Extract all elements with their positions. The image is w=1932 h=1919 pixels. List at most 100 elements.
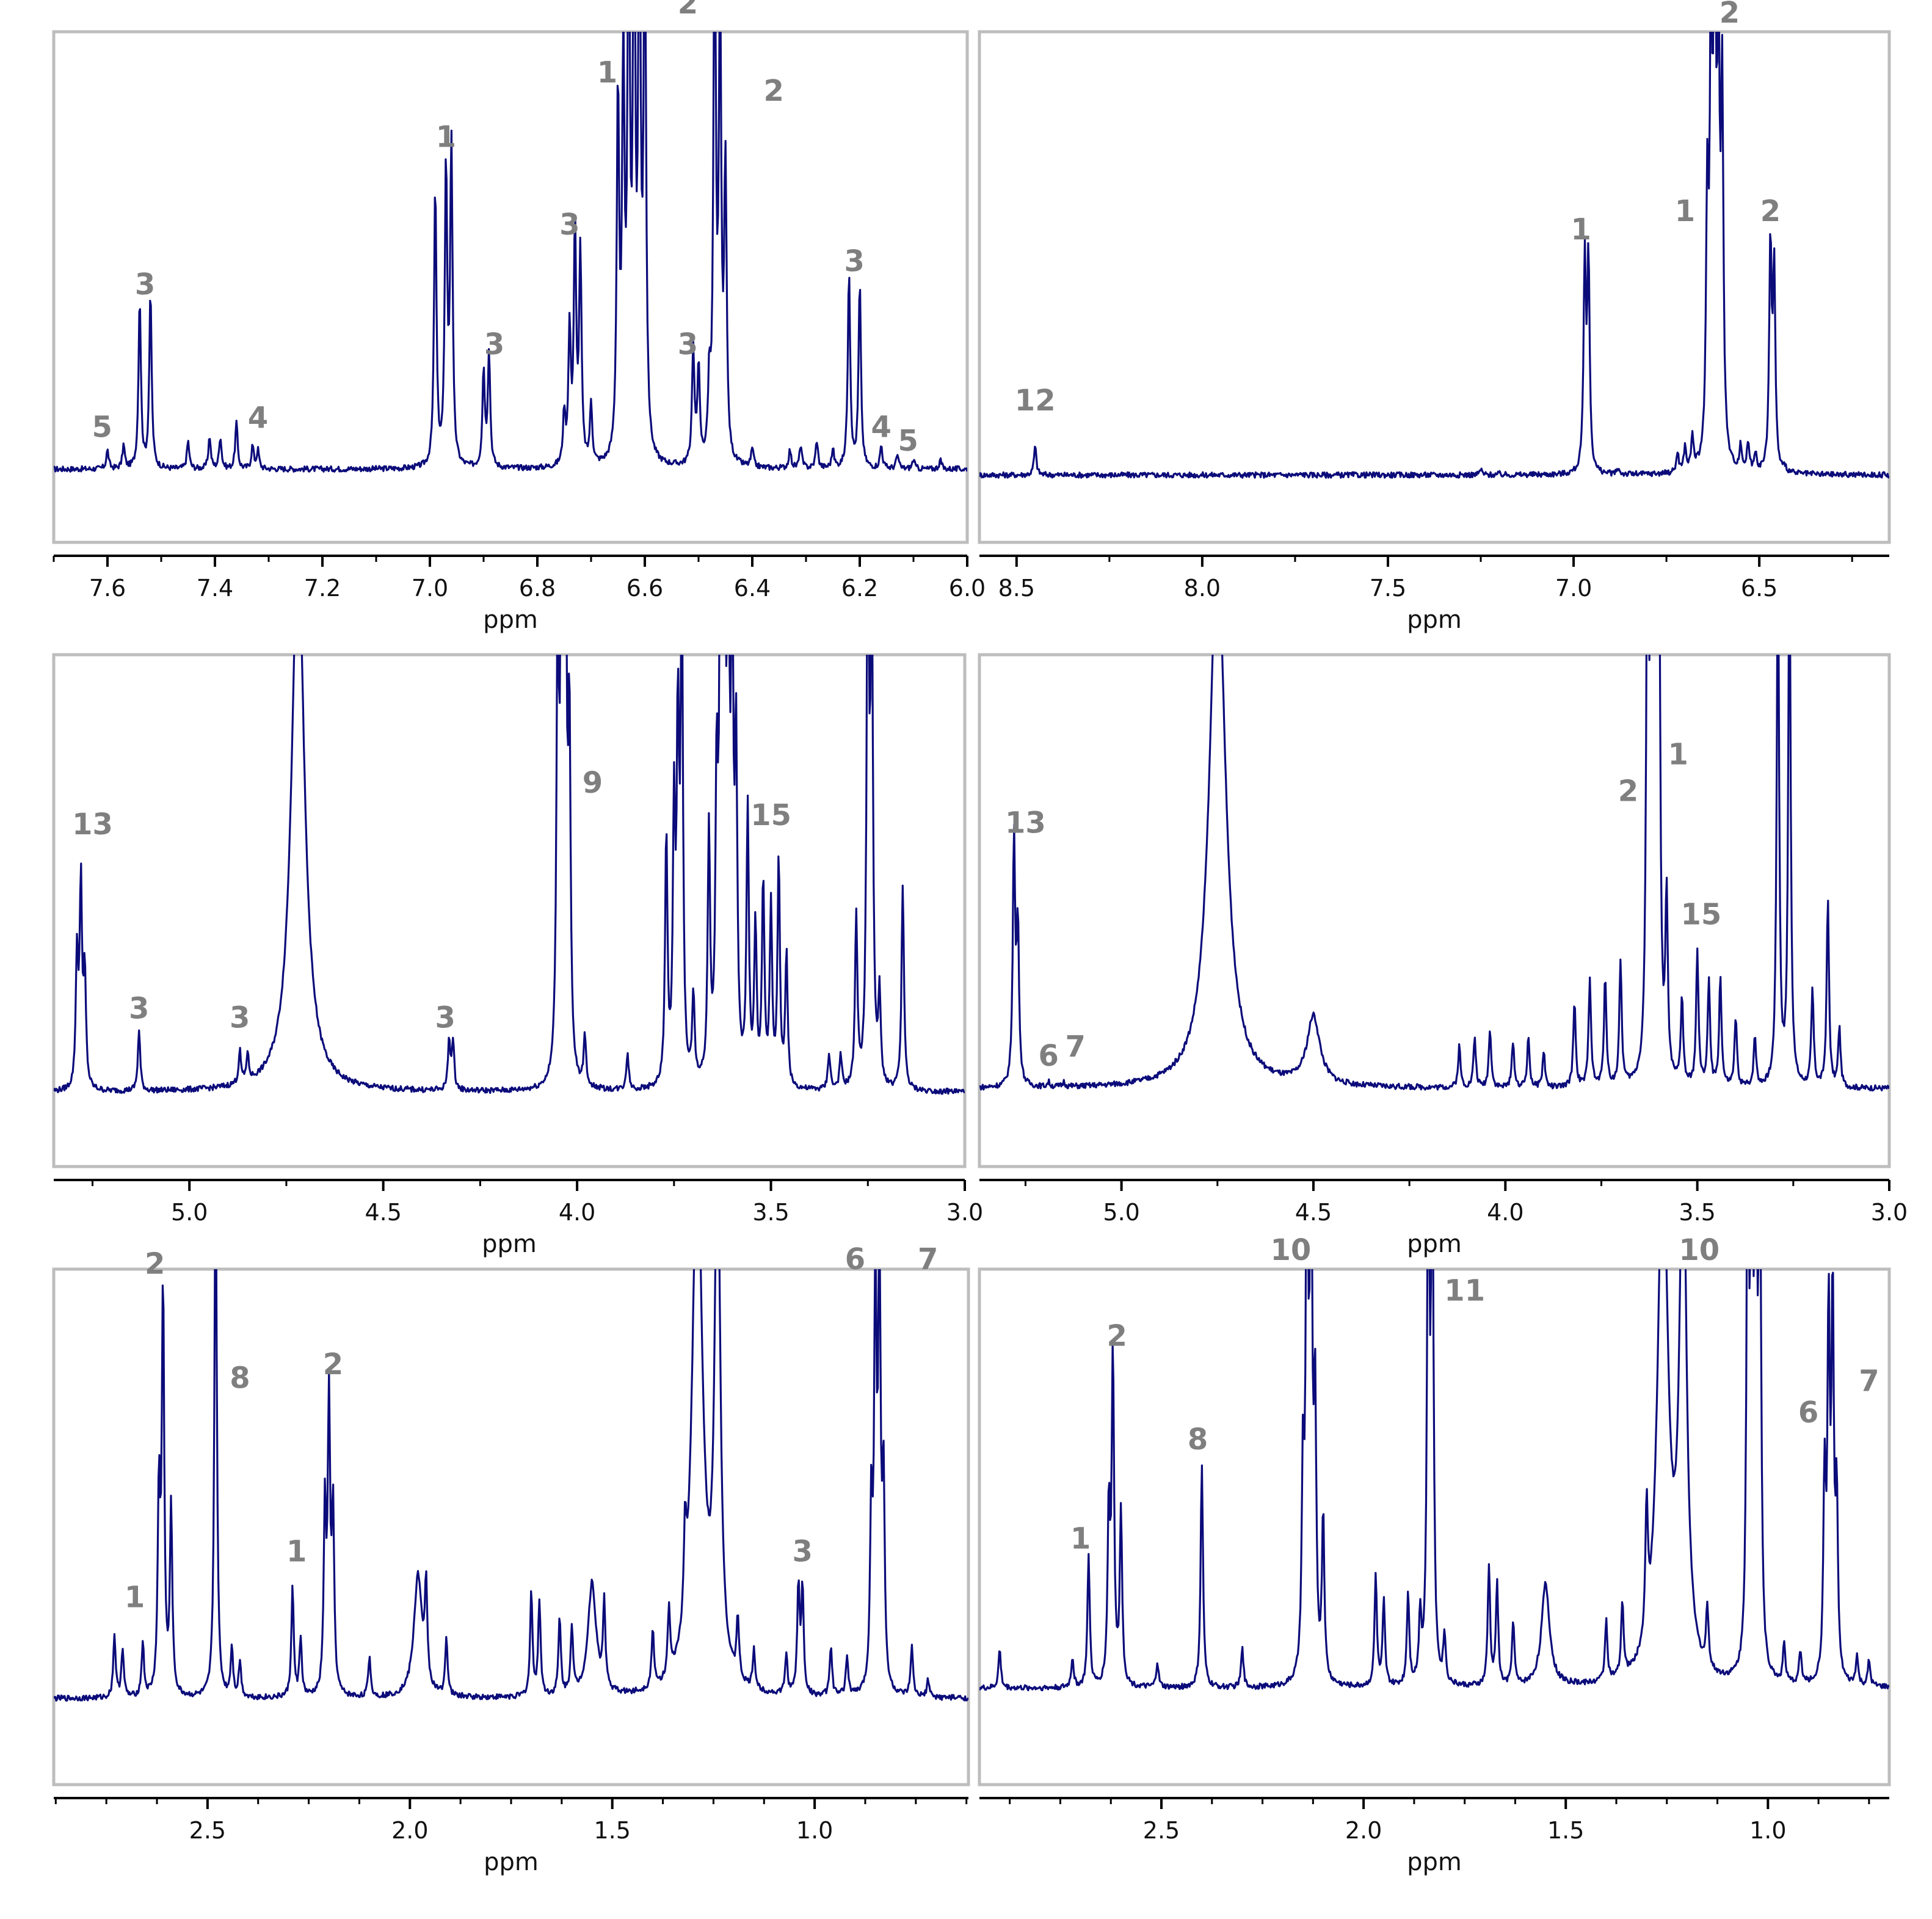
peak-label: 8: [230, 1361, 250, 1396]
x-tick-label: 6.5: [1741, 575, 1778, 602]
x-tick-label: 5.0: [1103, 1199, 1139, 1226]
plot-frame: [978, 653, 1891, 1168]
peak-label: 7: [1859, 1364, 1879, 1398]
x-axis-label: ppm: [1407, 1230, 1462, 1258]
peak-label: 2: [1720, 0, 1740, 30]
x-tick-label: 7.4: [197, 575, 233, 602]
peak-label: 11: [1444, 1274, 1485, 1308]
peak-label: 1: [286, 1535, 307, 1569]
peak-label: 2: [1106, 1319, 1127, 1353]
peak-label: 5: [92, 410, 112, 445]
peak-label: 2: [323, 1347, 343, 1382]
x-axis-label: ppm: [482, 1230, 537, 1258]
x-tick-label: 7.5: [1370, 575, 1406, 602]
spectrum-panel-bottom-right: 1 2 8 10 11 10 6 7 2.5 2.0 1.5 1.0 ppm: [978, 1233, 1891, 1876]
x-tick-label: 1.0: [796, 1817, 833, 1844]
peak-label: 9: [583, 766, 603, 800]
peak-label: 4: [248, 401, 268, 435]
x-tick-label: 2.0: [391, 1817, 428, 1844]
spectrum-trace: [979, 655, 1889, 1091]
peak-label: 2: [1760, 194, 1781, 228]
peak-label: 10: [1679, 1233, 1720, 1267]
spectrum-trace: [979, 1269, 1889, 1692]
x-tick-label: 6.4: [734, 575, 771, 602]
peak-label: 6: [1038, 1039, 1058, 1073]
peak-label: 10: [1271, 1233, 1312, 1267]
peak-label: 3: [844, 244, 864, 279]
peak-label: 7: [918, 1242, 938, 1276]
spectrum-trace: [979, 32, 1889, 479]
peak-label: 2: [763, 74, 783, 108]
x-tick-label: 1.5: [594, 1817, 630, 1844]
peak-label: 3: [792, 1535, 812, 1569]
peak-label: 1: [1070, 1522, 1091, 1556]
peak-label: 1: [1675, 194, 1695, 228]
plot-frame: [978, 30, 1891, 544]
peak-label: 13: [72, 807, 113, 842]
peak-label: 3: [230, 1001, 250, 1035]
x-tick-label: 6.8: [519, 575, 556, 602]
x-axis-label: ppm: [484, 1848, 539, 1876]
x-axis-label: ppm: [1407, 1848, 1462, 1876]
x-tick-label: 3.0: [1871, 1199, 1908, 1226]
peak-label: 3: [559, 208, 579, 242]
peak-label: 3: [435, 1001, 455, 1035]
x-tick-label: 8.5: [998, 575, 1035, 602]
peak-label: 1: [436, 120, 456, 155]
x-tick-label: 7.2: [304, 575, 341, 602]
spectrum-panel-middle-left: 13 3 3 9 3 15 5.0 4.5 4.0 3.5 3.0 ppm: [52, 653, 983, 1258]
peak-label: 1: [125, 1581, 145, 1615]
x-tick-label: 8.0: [1184, 575, 1221, 602]
x-tick-label: 3.5: [1679, 1199, 1715, 1226]
x-tick-label: 7.6: [89, 575, 126, 602]
peak-label: 1: [1571, 213, 1591, 247]
x-axis-label: ppm: [1407, 606, 1462, 634]
x-tick-label: 7.0: [1555, 575, 1592, 602]
x-tick-label: 7.0: [412, 575, 448, 602]
x-tick-label: 2.5: [1143, 1817, 1180, 1844]
peak-label: 6: [845, 1242, 865, 1276]
plot-frame: [52, 653, 967, 1168]
peak-label: 2: [145, 1247, 165, 1281]
x-tick-label: 3.5: [752, 1199, 789, 1226]
spectrum-panel-middle-right: 13 6 7 21 15 5.0 4.5 4.0 3.5 3.0 ppm: [978, 653, 1908, 1258]
peak-label: 4: [871, 410, 891, 445]
x-tick-label: 6.6: [626, 575, 663, 602]
x-tick-label: 2.0: [1345, 1817, 1382, 1844]
x-tick-label: 5.0: [171, 1199, 208, 1226]
peak-label: 7: [1065, 1030, 1085, 1064]
spectrum-trace: [54, 32, 967, 473]
x-tick-label: 2.5: [189, 1817, 226, 1844]
peak-label: 5: [898, 424, 918, 458]
x-tick-label: 4.0: [1487, 1199, 1523, 1226]
x-tick-label: 6.2: [841, 575, 878, 602]
peak-label: 15: [750, 798, 791, 832]
peak-label: 6: [1798, 1396, 1818, 1430]
x-tick-label: 4.5: [365, 1199, 401, 1226]
peak-label: 3: [484, 327, 504, 362]
peak-label: 3: [678, 327, 698, 362]
x-tick-label: 1.0: [1749, 1817, 1786, 1844]
spectrum-trace: [54, 1269, 968, 1702]
x-tick-label: 4.5: [1295, 1199, 1332, 1226]
peak-label: 3: [135, 268, 155, 302]
x-tick-label: 3.0: [946, 1199, 983, 1226]
spectrum-panel-bottom-left: 1 2 8 1 2 3 6 7 2.5 2.0 1.5 1.0 ppm: [52, 1242, 970, 1876]
peak-label: 12: [1015, 384, 1056, 418]
spectrum-trace: [54, 655, 965, 1095]
peak-label: 15: [1681, 897, 1722, 931]
x-axis-label: ppm: [483, 606, 538, 634]
x-tick-label: 6.0: [949, 575, 986, 602]
x-tick-label: 1.5: [1547, 1817, 1584, 1844]
x-tick-label: 4.0: [559, 1199, 595, 1226]
peak-label: 8: [1188, 1422, 1208, 1457]
plot-frame: [52, 1267, 970, 1786]
peak-label: 1: [597, 56, 617, 90]
peak-label: 2: [678, 0, 698, 21]
peak-label: 3: [129, 992, 149, 1026]
peak-label: 13: [1005, 806, 1046, 840]
